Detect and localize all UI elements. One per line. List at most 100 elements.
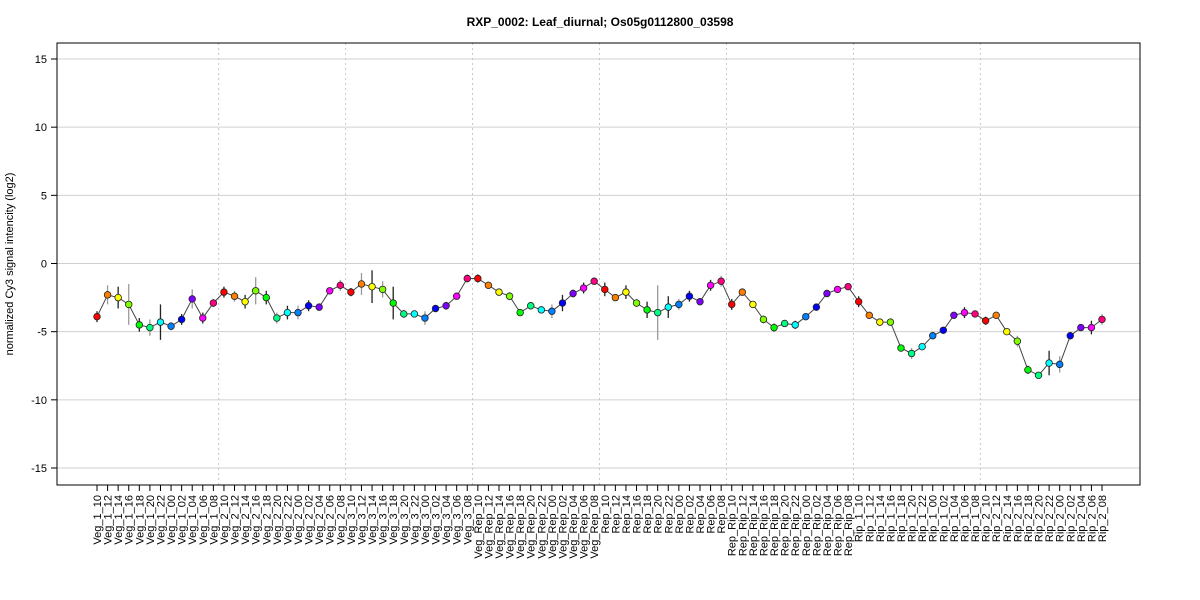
x-tick-label: Rep_06 [706,495,718,534]
data-point [273,314,281,322]
data-point [1055,360,1064,369]
data-point [569,289,577,298]
x-tick-label: Veg_2_22 [282,495,294,545]
x-tick-label: Veg_Rep_20 [526,495,538,559]
data-point [167,322,175,330]
x-tick-label: Veg_Rep_02 [557,495,569,559]
x-tick-label: Rep_Rip_00 [801,495,813,556]
data-point [897,344,905,352]
x-tick-label: Veg_1_06 [198,495,210,545]
x-tick-label: Rip_2_08 [1097,495,1109,542]
x-tick-label: Veg_2_14 [240,495,252,545]
x-tick-label: Veg_2_08 [335,495,347,545]
data-point [981,317,990,325]
data-point [971,310,979,318]
x-tick-label: Veg_2_02 [304,495,316,545]
x-tick-label: Rip_2_16 [1012,495,1024,542]
plot-frame [56,42,1141,486]
data-point [611,293,620,302]
x-tick-label: Veg_1_10 [92,495,104,545]
x-tick-label: Rep_12 [610,495,622,534]
data-point [664,303,672,311]
x-tick-label: Rep_00 [674,495,686,534]
data-point [516,308,524,317]
x-tick-label: Rip_2_22 [1044,495,1056,542]
data-point [421,314,429,322]
data-point [1024,366,1032,374]
x-tick-label: Veg_3_16 [378,495,390,545]
data-point [1066,332,1074,340]
x-tick-label: Rip_2_10 [981,495,993,542]
data-point [865,311,873,320]
x-tick-label: Veg_1_00 [166,495,178,545]
data-point [992,311,1000,320]
data-point [854,297,863,306]
x-tick-label: Veg_2_16 [251,495,263,545]
data-point [749,300,757,309]
series [93,270,1106,379]
y-axis-label: normalized Cy3 signal intencity (log2) [4,173,16,356]
y-tick-label: -15 [31,463,47,475]
x-tick-label: Veg_Rep_14 [494,495,506,559]
data-point [125,300,133,309]
x-tick-label: Veg_1_18 [134,495,146,545]
x-tick-label: Veg_Rep_12 [483,495,495,559]
data-point [791,321,799,329]
x-tick-label: Veg_3_18 [388,495,400,545]
data-point [685,292,694,300]
x-tick-label: Rip_2_14 [1002,495,1014,542]
x-tick-label: Rep_Rip_08 [843,495,855,556]
x-tick-label: Rep_Rip_10 [727,495,739,556]
data-point [294,308,302,317]
x-tick-label: Veg_3_02 [431,495,443,545]
y-tick-label: 10 [35,122,47,134]
data-point [918,342,926,351]
x-tick-label: Veg_1_20 [145,495,157,545]
data-point [590,277,598,285]
x-tick-label: Rip_1_22 [917,495,929,542]
x-tick-label: Veg_Rep_18 [515,495,527,559]
x-tick-label: Rep_Rip_18 [769,495,781,556]
x-tick-label: Veg_Rep_08 [589,495,601,559]
data-point [452,292,461,300]
y-tick-label: 0 [41,259,47,271]
x-tick-label: Rep_Rip_12 [737,495,749,556]
x-tick-label: Rip_2_12 [991,495,1003,542]
data-point [738,288,747,296]
x-tick-label: Veg_3_10 [346,495,358,545]
data-point [601,285,609,294]
data-point [146,323,154,332]
data-point [220,288,228,296]
data-point [1087,323,1096,332]
data-point [1098,315,1106,324]
x-tick-label: Veg_3_14 [367,495,379,545]
data-point [653,308,662,317]
data-point [347,288,355,296]
data-point [622,288,630,296]
x-tick-label: Veg_3_04 [441,495,453,545]
data-point [315,303,323,311]
data-point [823,289,831,298]
x-tick-label: Rip_1_04 [949,495,961,542]
x-tick-label: Rip_2_20 [1034,495,1046,542]
data-point [643,306,651,314]
x-tick-label: Rip_2_02 [1065,495,1077,542]
data-point [527,302,535,310]
x-tick-label: Veg_3_12 [356,495,368,545]
data-point [262,293,270,302]
x-tick-label: Rip_1_08 [970,495,982,542]
data-point [400,310,408,318]
x-tick-label: Veg_3_22 [409,495,421,545]
x-tick-label: Veg_Rep_04 [568,495,580,559]
y-tick-label: -5 [37,327,47,339]
x-tick-label: Veg_Rep_16 [505,495,517,559]
data-point [1077,323,1085,332]
x-tick-label: Rep_22 [663,495,675,534]
x-tick-label: Veg_1_14 [113,495,125,545]
grid [57,58,1140,469]
data-point [812,303,821,311]
x-tick-label: Veg_2_12 [230,495,242,545]
x-tick-label: Rip_1_14 [875,495,887,542]
x-tick-label: Rip_2_18 [1023,495,1035,542]
group-dividers [218,43,981,485]
